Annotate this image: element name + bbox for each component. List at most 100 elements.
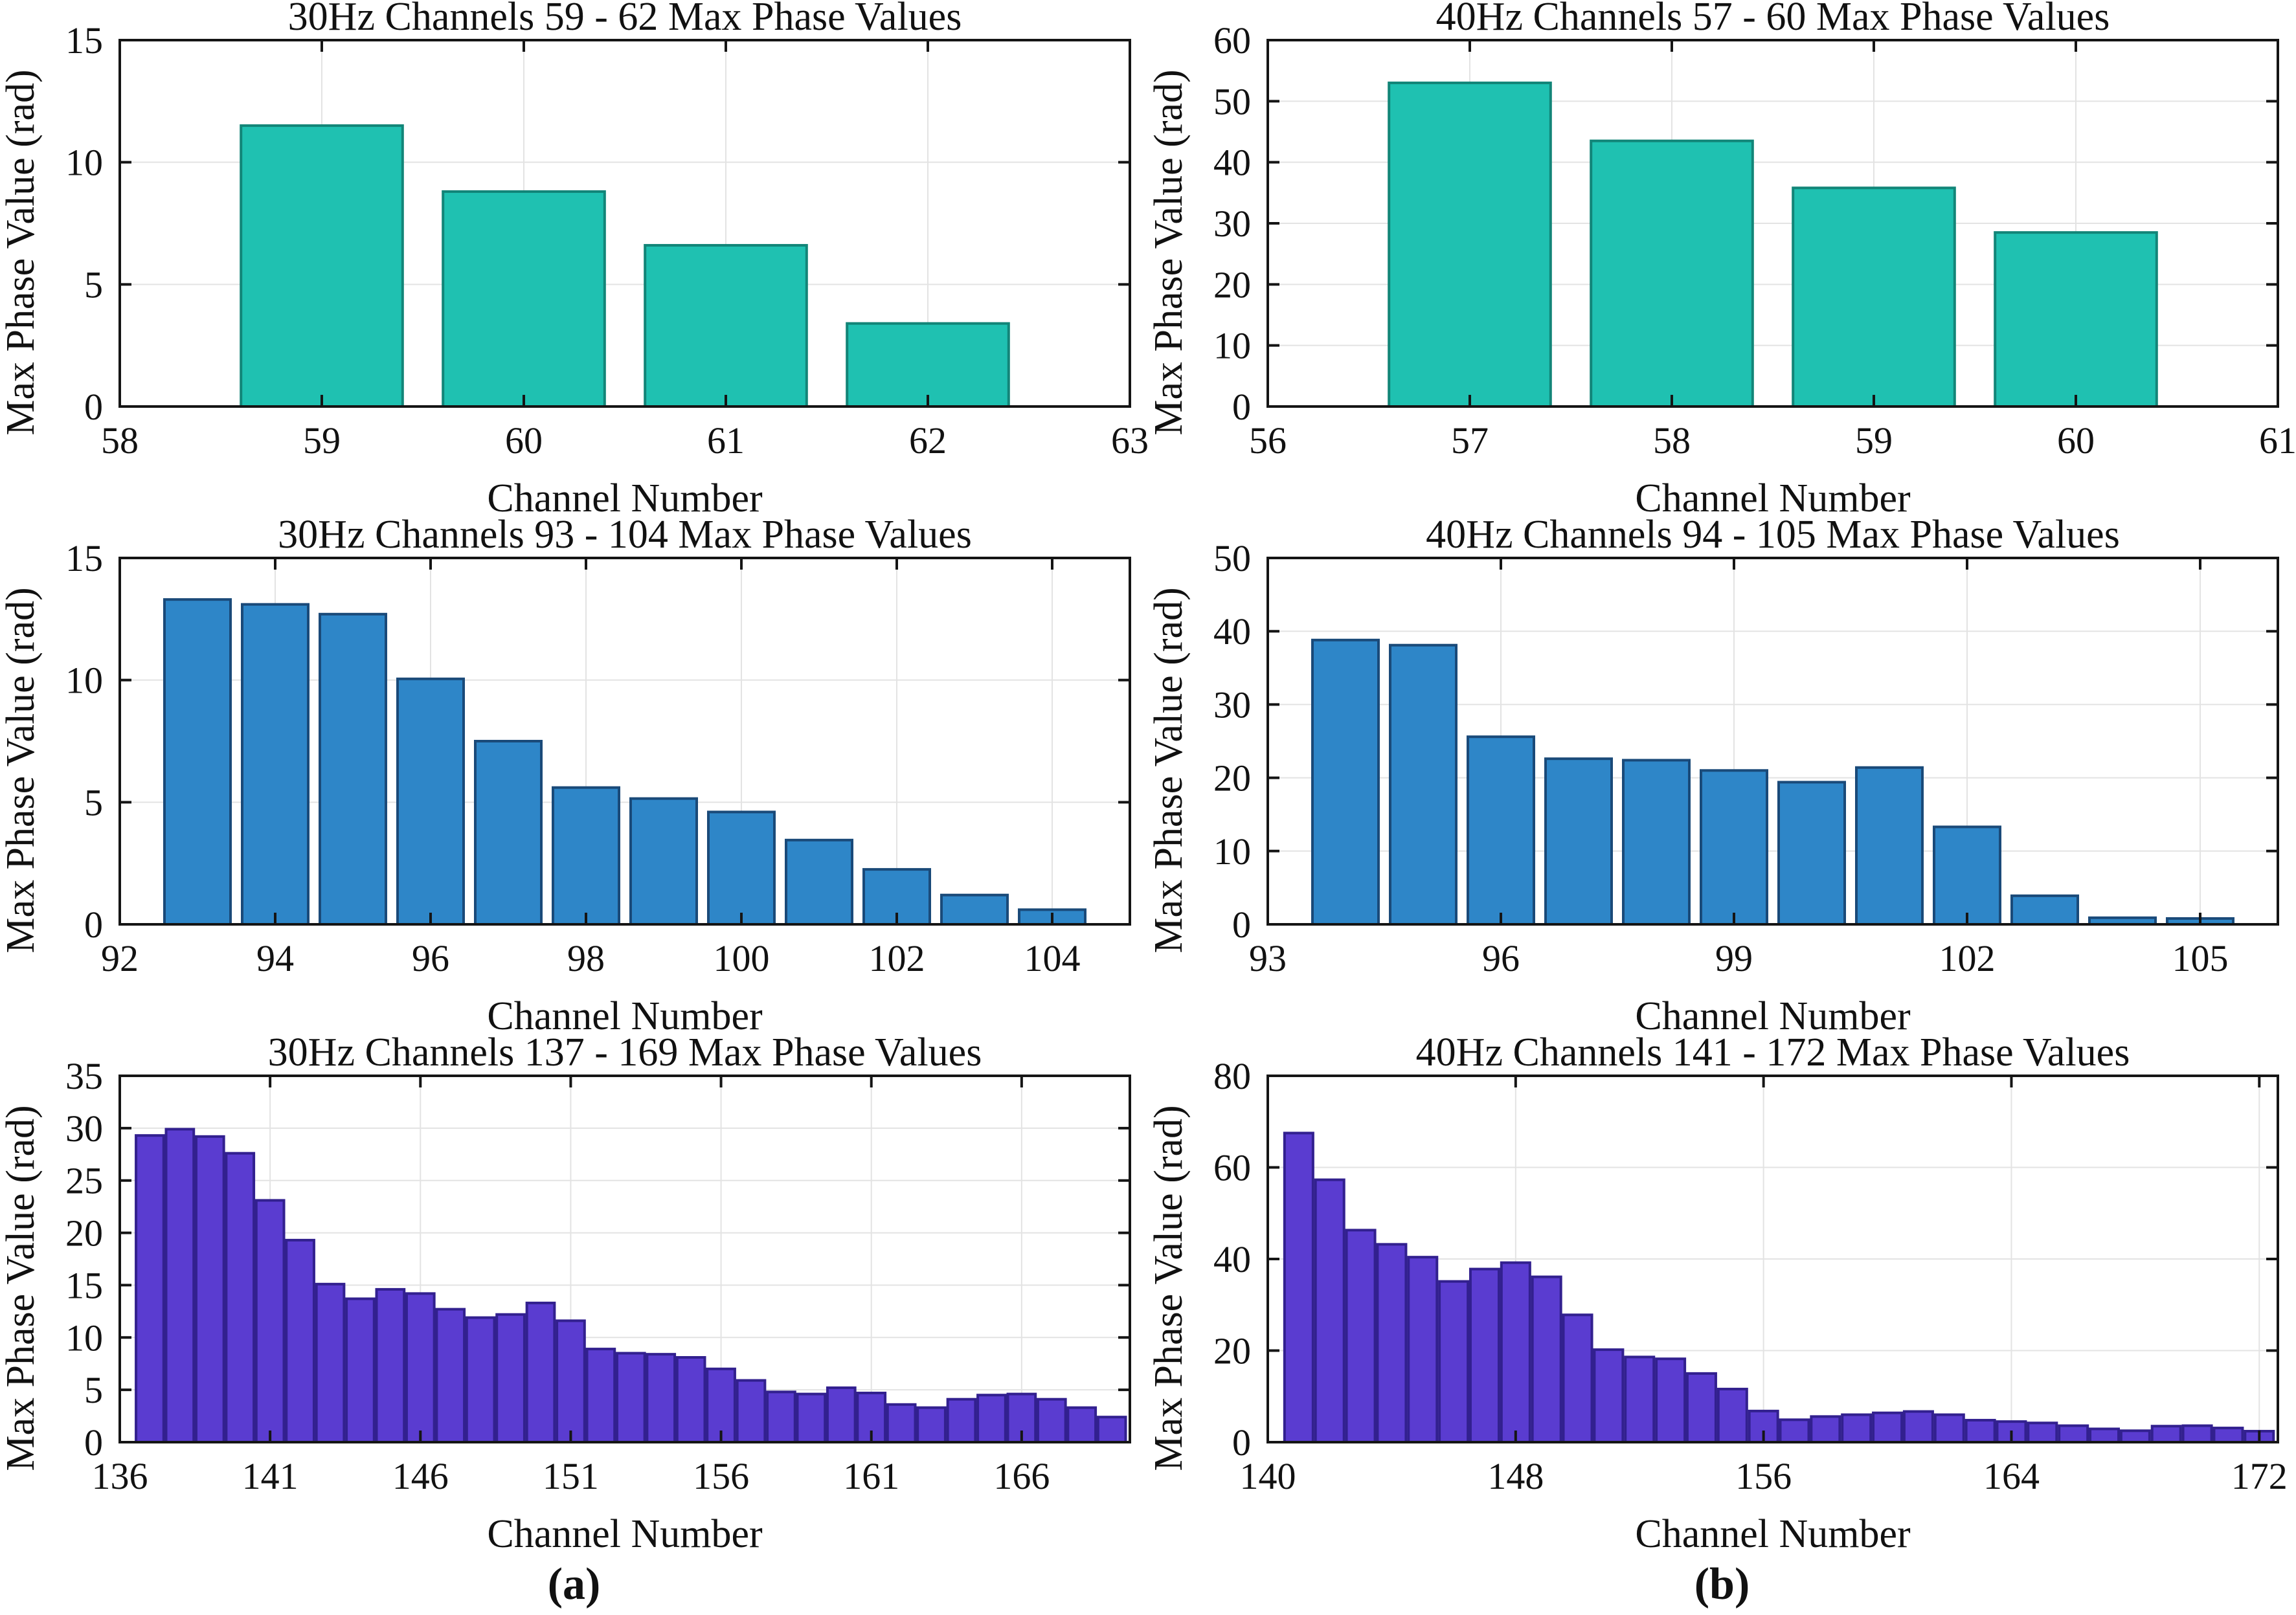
chart-cell-5: 140 148 156 164 172 0 20 40 60 80 40Hz Channels 14… xyxy=(1148,1036,2296,1554)
chart-title: 40Hz Channels 57 - 60 Max Phase Values xyxy=(1436,0,2110,39)
x-tick-label: 61 xyxy=(2259,419,2296,462)
bar-channel-143 xyxy=(315,1282,346,1443)
y-tick-label: 0 xyxy=(1232,904,1251,946)
bar-channel-103 xyxy=(940,893,1009,926)
y-axis-label: Max Phase Value (rad) xyxy=(0,69,43,435)
bar-chart-svg: 136 141 146 151 156 161 166 0 5 10 15 20 25 30 35 30Hz … xyxy=(0,1036,1131,1554)
bar-chart-svg: 56 57 58 59 60 61 0 10 20 30 40 50 60 40Hz Channels 5… xyxy=(1148,0,2296,518)
y-axis-label: Max Phase Value (rad) xyxy=(0,587,43,953)
y-tick-label: 15 xyxy=(65,537,103,579)
y-tick-label: 60 xyxy=(1213,1147,1251,1189)
bar-chart-svg: 92 94 96 98 100 102 104 0 5 10 15 30Hz Channels 93 … xyxy=(0,518,1131,1036)
bar-channel-144 xyxy=(1376,1243,1408,1443)
x-tick-label: 102 xyxy=(869,937,925,979)
bar-channel-62 xyxy=(846,322,1010,408)
bar-channel-144 xyxy=(345,1297,376,1443)
bar-channel-171 xyxy=(2212,1427,2244,1444)
bar-channel-152 xyxy=(585,1348,616,1443)
bar-channel-139 xyxy=(194,1135,225,1443)
x-axis-label: Channel Number xyxy=(1635,476,1911,518)
bar-channel-137 xyxy=(135,1134,165,1443)
bar-channel-158 xyxy=(766,1390,796,1443)
bar-channel-147 xyxy=(435,1308,466,1443)
bar-chart-svg: 93 96 99 102 105 0 10 20 30 40 50 40Hz Channels 94 … xyxy=(1148,518,2279,1036)
bar-channel-160 xyxy=(826,1386,857,1443)
caption-a: (a) xyxy=(0,1554,1148,1615)
bar-channel-57 xyxy=(1388,82,1552,408)
y-tick-label: 0 xyxy=(1232,386,1251,428)
bar-channel-93 xyxy=(163,598,232,926)
x-tick-label: 98 xyxy=(567,937,605,979)
x-tick-label: 166 xyxy=(993,1455,1050,1497)
chart-cell-3: 93 96 99 102 105 0 10 20 30 40 50 40Hz Channels 94 … xyxy=(1148,518,2296,1036)
bar-channel-96 xyxy=(1467,735,1535,926)
bar-channel-61 xyxy=(644,243,808,408)
bar-channel-97 xyxy=(1544,757,1613,926)
bar-channel-100 xyxy=(707,810,776,926)
chart-cell-4: 136 141 146 151 156 161 166 0 5 10 15 20 25 30 35 30Hz … xyxy=(0,1036,1148,1554)
y-tick-label: 30 xyxy=(1213,203,1251,245)
chart-cell-0: 58 59 60 61 62 63 0 5 10 15 30Hz Channels 59 - 62 … xyxy=(0,0,1148,518)
bar-channel-101 xyxy=(1855,766,1924,926)
x-tick-label: 59 xyxy=(303,419,341,462)
bar-channel-141 xyxy=(1283,1131,1314,1443)
y-tick-label: 0 xyxy=(84,386,103,428)
bar-channel-167 xyxy=(2089,1427,2121,1443)
y-tick-label: 40 xyxy=(1213,1238,1251,1280)
bar-channel-146 xyxy=(1438,1280,1470,1444)
chart-title: 30Hz Channels 59 - 62 Max Phase Values xyxy=(288,0,962,39)
y-axis-label: Max Phase Value (rad) xyxy=(0,1105,43,1471)
bar-channel-145 xyxy=(375,1287,406,1444)
bar-channel-148 xyxy=(1500,1261,1531,1443)
bar-channel-142 xyxy=(1314,1178,1345,1443)
bar-channel-143 xyxy=(1345,1229,1377,1443)
x-tick-label: 141 xyxy=(242,1455,298,1497)
x-tick-label: 161 xyxy=(843,1455,899,1497)
caption-b-label: (b) xyxy=(1694,1559,1750,1609)
y-tick-label: 10 xyxy=(65,142,103,184)
x-tick-label: 156 xyxy=(1735,1455,1792,1497)
y-tick-label: 60 xyxy=(1213,19,1251,61)
caption-a-label: (a) xyxy=(547,1559,601,1609)
bar-channel-166 xyxy=(2058,1424,2089,1444)
x-tick-label: 93 xyxy=(1249,937,1287,979)
y-tick-label: 25 xyxy=(65,1160,103,1202)
x-tick-label: 148 xyxy=(1487,1455,1544,1497)
bar-channel-60 xyxy=(442,190,606,408)
bar-channel-165 xyxy=(2027,1421,2058,1443)
bar-channel-153 xyxy=(615,1352,646,1443)
bar-channel-94 xyxy=(1311,638,1380,926)
x-tick-label: 58 xyxy=(1653,419,1691,462)
y-tick-label: 10 xyxy=(65,1317,103,1359)
chart-title: 30Hz Channels 93 - 104 Max Phase Values xyxy=(278,518,972,557)
bar-channel-153 xyxy=(1655,1357,1687,1443)
y-tick-label: 0 xyxy=(1232,1421,1251,1464)
x-tick-label: 102 xyxy=(1939,937,1996,979)
bar-channel-169 xyxy=(1096,1416,1127,1444)
y-axis-label: Max Phase Value (rad) xyxy=(1148,69,1191,435)
bar-channel-162 xyxy=(886,1403,917,1443)
x-tick-label: 61 xyxy=(707,419,745,462)
bar-channel-58 xyxy=(1590,139,1754,408)
x-axis-label: Channel Number xyxy=(1635,1512,1911,1554)
bar-channel-99 xyxy=(629,797,698,926)
x-tick-label: 136 xyxy=(92,1455,148,1497)
bar-channel-147 xyxy=(1469,1267,1500,1443)
bar-channel-159 xyxy=(1841,1413,1873,1443)
chart-title: 40Hz Channels 94 - 105 Max Phase Values xyxy=(1426,518,2120,557)
bar-channel-154 xyxy=(1685,1372,1717,1443)
y-tick-label: 15 xyxy=(65,19,103,61)
x-tick-label: 156 xyxy=(693,1455,749,1497)
bar-channel-160 xyxy=(1872,1411,1904,1443)
x-tick-label: 100 xyxy=(714,937,770,979)
bar-channel-158 xyxy=(1810,1415,1841,1444)
y-tick-label: 35 xyxy=(65,1055,103,1097)
chart-title: 40Hz Channels 141 - 172 Max Phase Values xyxy=(1416,1036,2130,1075)
y-tick-label: 15 xyxy=(65,1264,103,1306)
x-tick-label: 140 xyxy=(1240,1455,1296,1497)
x-tick-label: 104 xyxy=(1024,937,1081,979)
bar-channel-102 xyxy=(1933,825,2001,926)
bar-channel-168 xyxy=(2119,1429,2151,1443)
bar-channel-101 xyxy=(785,838,853,926)
